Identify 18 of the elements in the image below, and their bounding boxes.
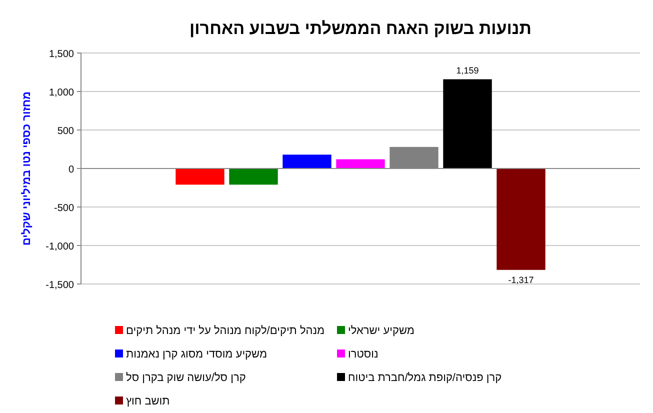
legend-label: קרן סל/עושה שוק בקרן סל — [126, 372, 246, 384]
y-tick-label: -1,500 — [46, 280, 74, 291]
y-tick-label: -1,000 — [46, 242, 74, 252]
data-label: -1,317 — [508, 274, 534, 285]
y-tick-label: 1,500 — [48, 49, 74, 60]
legend-label: נוסטרו — [348, 348, 378, 360]
y-tick-label: -500 — [54, 203, 74, 214]
chart-title: תנועות בשוק האגח הממשלתי בשבוע האחרון — [190, 19, 532, 38]
y-tick-label: 1,000 — [48, 88, 74, 98]
y-tick-label: 0 — [68, 164, 74, 176]
data-label: 1,159 — [456, 65, 479, 76]
legend-label: קרן פנסיה/קופת גמל/חברת ביטוח — [348, 372, 502, 384]
legend-label: מנהל תיקים/לקוח מנוהל על ידי מנהל תיקים — [126, 325, 325, 337]
y-axis-title: מחזור כספי נטו במיליוני שקלים — [21, 91, 33, 246]
legend-label: תושב חוץ — [126, 396, 170, 408]
legend-label: משקיע מוסדי מסוג קרן נאמנות — [126, 348, 268, 360]
y-tick-label: 500 — [57, 126, 74, 137]
legend-label: משקיע ישראלי — [348, 325, 414, 337]
